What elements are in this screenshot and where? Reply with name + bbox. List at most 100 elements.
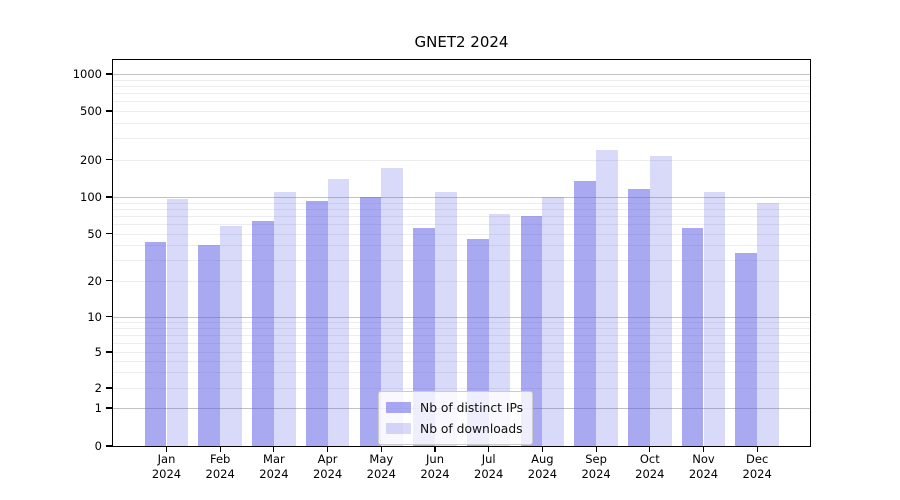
x-tick-month: Dec <box>746 452 769 466</box>
x-tick-label: Feb 2024 <box>192 452 248 482</box>
y-tick-mark <box>105 196 113 198</box>
gridline-major <box>113 197 810 198</box>
x-tick-year: 2024 <box>742 467 772 481</box>
x-tick-year: 2024 <box>581 467 611 481</box>
gridline-minor <box>113 334 810 336</box>
gridlines-layer <box>113 60 810 446</box>
gridline-minor <box>113 93 810 95</box>
x-tick-year: 2024 <box>259 467 289 481</box>
gridline-minor <box>113 233 810 235</box>
gridline-minor <box>113 223 810 225</box>
gridline-minor <box>113 79 810 81</box>
chart-title: GNET2 2024 <box>414 33 509 51</box>
x-tick-mark <box>219 446 221 452</box>
y-tick-mark <box>105 351 113 353</box>
x-tick-label: Jun 2024 <box>407 452 463 482</box>
bar-distinct-ips <box>359 197 382 446</box>
x-tick-year: 2024 <box>205 467 235 481</box>
gridline-minor <box>113 372 810 374</box>
y-tick-label: 1 <box>94 401 102 415</box>
gridline-minor <box>113 321 810 323</box>
x-tick-month: May <box>369 452 394 466</box>
bar-downloads <box>757 202 779 446</box>
bar-distinct-ips <box>520 215 543 446</box>
x-tick-month: Sep <box>585 452 607 466</box>
bar-downloads <box>166 198 189 446</box>
bar-distinct-ips <box>305 200 328 446</box>
x-tick-year: 2024 <box>366 467 396 481</box>
x-tick-label: Sep 2024 <box>568 452 624 482</box>
x-tick-label: Mar 2024 <box>246 452 302 482</box>
bar-downloads <box>273 191 296 446</box>
gridline-minor <box>113 342 810 344</box>
bar-downloads <box>649 155 672 446</box>
x-tick-month: Oct <box>639 452 660 466</box>
y-tick-mark <box>105 73 113 75</box>
bar-downloads <box>220 225 242 446</box>
gridline-minor <box>113 327 810 329</box>
gridline-minor <box>113 138 810 140</box>
bars-layer <box>113 60 810 446</box>
x-tick-year: 2024 <box>688 467 719 481</box>
gridline-minor <box>113 215 810 217</box>
x-tick-month: Aug <box>531 452 554 466</box>
x-tick-mark <box>327 446 329 452</box>
y-tick-mark <box>105 407 113 409</box>
x-tick-mark <box>165 446 168 452</box>
x-tick-mark <box>273 446 275 452</box>
x-tick-mark <box>380 446 382 452</box>
legend-swatch <box>386 423 411 434</box>
x-tick-mark <box>541 446 543 452</box>
x-tick-label: Aug 2024 <box>514 452 570 482</box>
x-tick-year: 2024 <box>420 467 450 481</box>
y-tick-label: 2 <box>94 381 102 395</box>
legend: Nb of distinct IPs Nb of downloads <box>378 391 534 445</box>
x-tick-year: 2024 <box>635 467 665 481</box>
y-tick-label: 100 <box>80 190 102 204</box>
legend-label: Nb of distinct IPs <box>420 400 524 415</box>
bar-downloads <box>488 214 511 446</box>
x-tick-month: Feb <box>210 452 231 466</box>
x-tick-mark <box>488 446 490 452</box>
gridline-minor <box>113 360 810 362</box>
y-tick-mark <box>105 279 113 282</box>
x-tick-label: Jan 2024 <box>139 452 195 482</box>
legend-item: Nb of distinct IPs <box>386 397 523 418</box>
legend-label: Nb of downloads <box>420 421 523 436</box>
gridline-minor <box>113 208 810 210</box>
x-tick-mark <box>756 446 758 452</box>
y-tick-label: 0 <box>94 439 102 453</box>
x-tick-month: Jul <box>481 452 496 466</box>
y-tick-mark <box>105 387 113 389</box>
y-tick-label: 200 <box>80 152 102 167</box>
gridline-minor <box>113 122 810 124</box>
bar-downloads <box>381 168 404 446</box>
x-tick-year: 2024 <box>527 467 558 481</box>
gridline-minor <box>113 259 810 261</box>
bar-distinct-ips <box>574 180 597 446</box>
y-tick-label: 500 <box>80 104 102 118</box>
bar-downloads <box>596 149 618 446</box>
gridline-minor <box>113 111 810 112</box>
bar-downloads <box>327 178 350 446</box>
y-tick-mark <box>105 445 113 447</box>
x-tick-label: Apr 2024 <box>300 452 356 482</box>
x-tick-label: Nov 2024 <box>676 452 732 482</box>
y-tick-label: 20 <box>87 273 102 288</box>
gridline-minor <box>113 101 810 103</box>
legend-item: Nb of downloads <box>386 418 523 439</box>
x-tick-month: Jun <box>426 452 444 466</box>
bar-downloads <box>703 191 726 446</box>
y-tick-mark <box>105 232 113 235</box>
y-tick-label: 5 <box>94 345 102 359</box>
plot-area <box>112 59 811 447</box>
x-tick-mark <box>702 446 705 452</box>
x-tick-year: 2024 <box>151 467 182 481</box>
gridline-minor <box>113 280 810 282</box>
bar-downloads <box>435 191 457 446</box>
bar-distinct-ips <box>198 244 221 446</box>
gridline-minor <box>113 85 810 87</box>
x-tick-mark <box>649 446 651 452</box>
bar-distinct-ips <box>735 253 758 446</box>
